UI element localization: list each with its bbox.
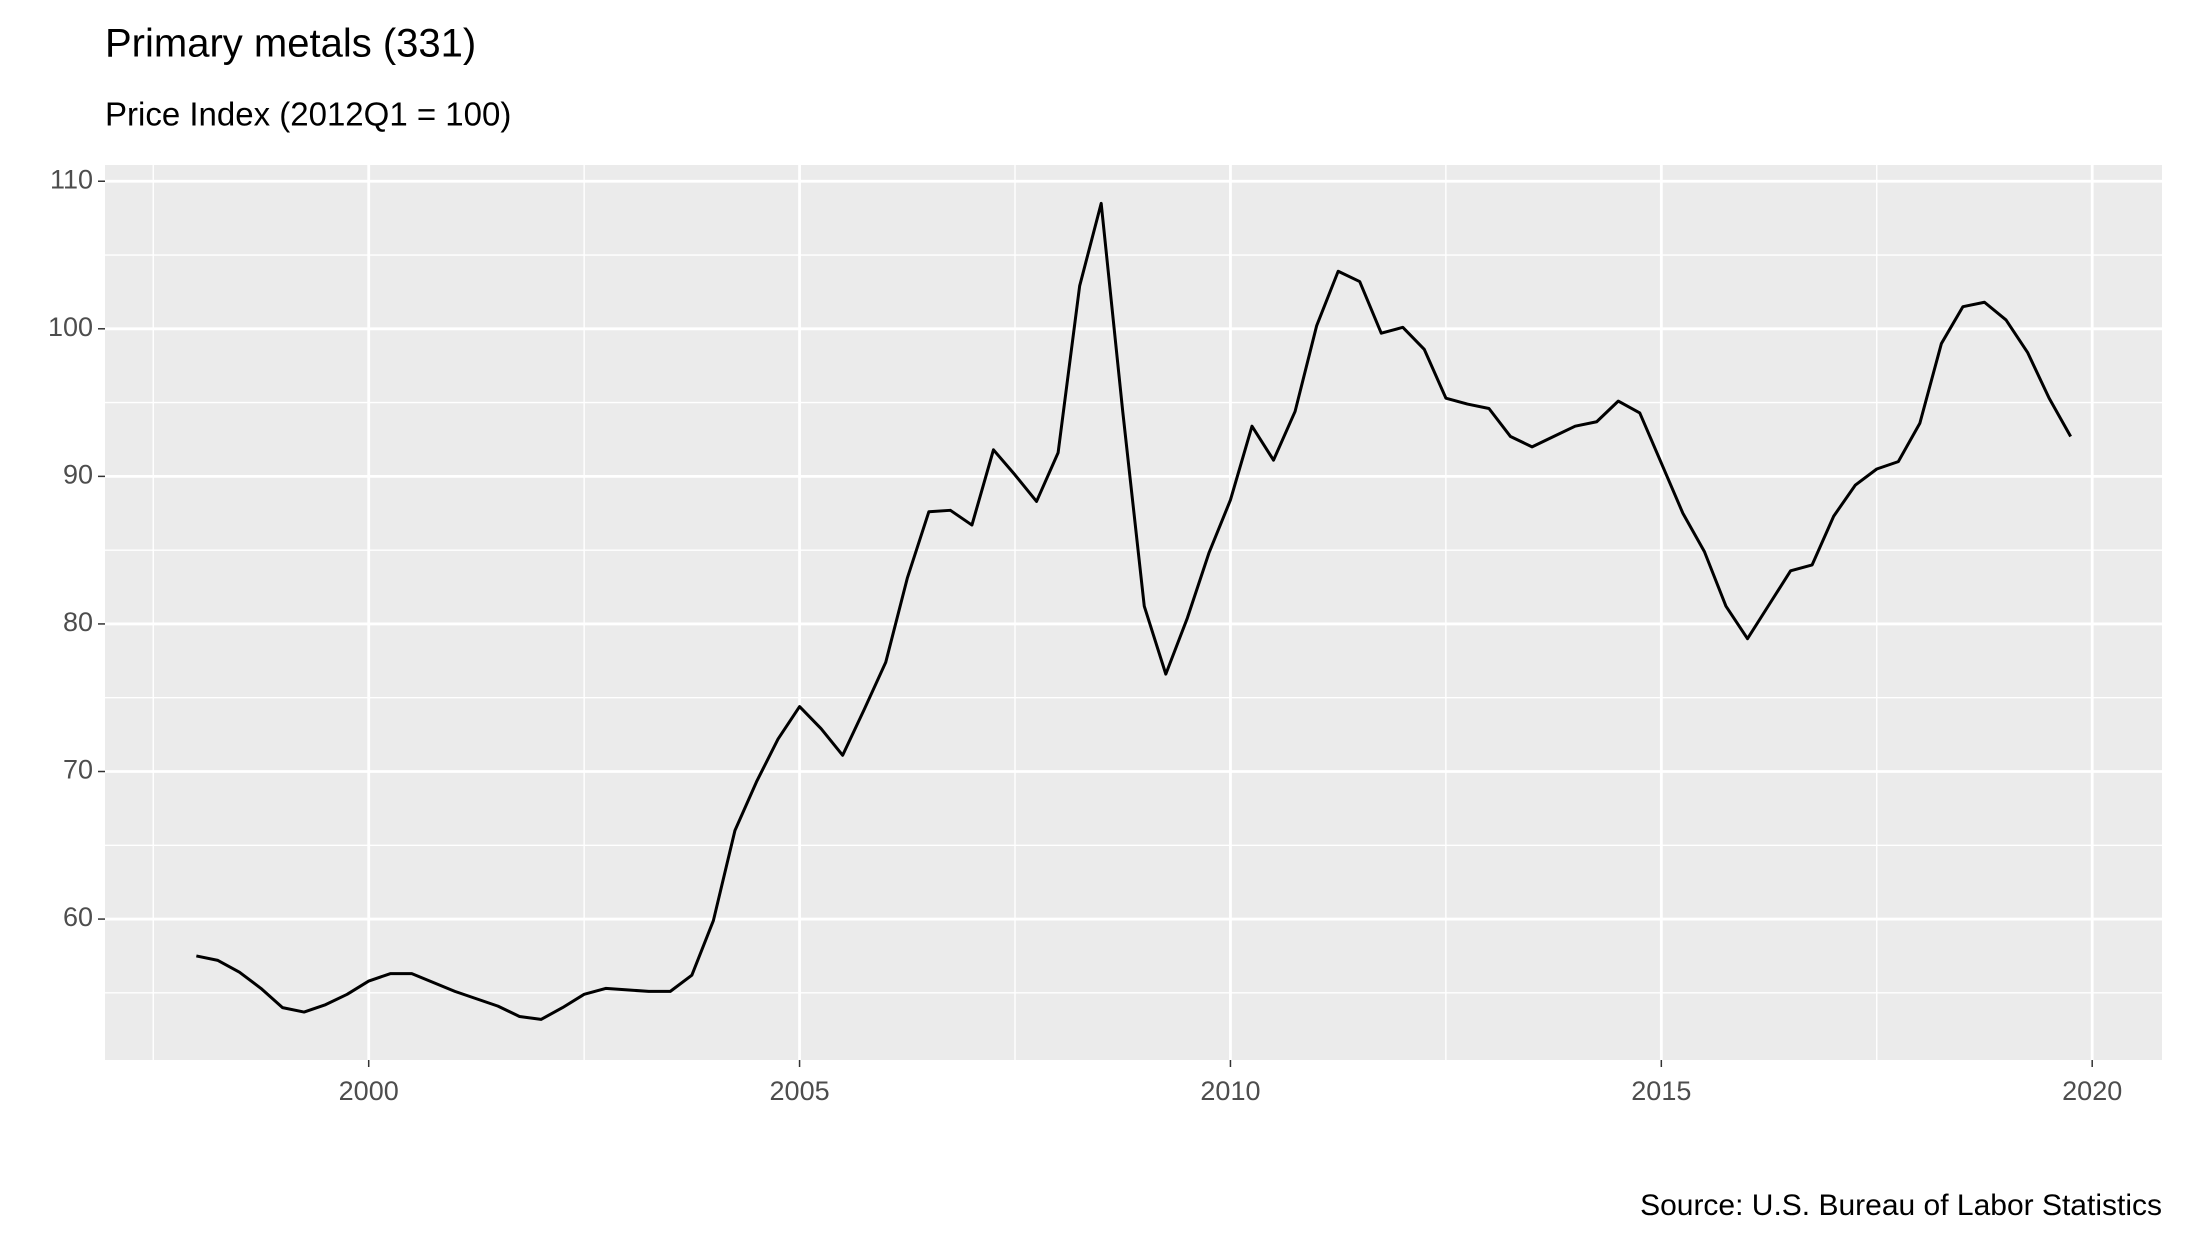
- data-line: [196, 201, 2072, 1021]
- y-tick-label: 60: [63, 902, 93, 932]
- chart-subtitle: Price Index (2012Q1 = 100): [105, 96, 511, 133]
- x-tick-label: 2020: [2062, 1076, 2122, 1106]
- x-tick-label: 2005: [770, 1076, 830, 1106]
- plot-panel: [105, 165, 2162, 1060]
- y-tick-label: 80: [63, 607, 93, 637]
- y-tick-label: 90: [63, 459, 93, 489]
- x-tick-label: 2010: [1200, 1076, 1260, 1106]
- y-tick-label: 110: [50, 164, 93, 194]
- x-tick-label: 2015: [1631, 1076, 1691, 1106]
- y-tick-label: 70: [63, 755, 93, 785]
- x-tick-label: 2000: [339, 1076, 399, 1106]
- y-tick-label: 100: [48, 312, 93, 342]
- chart-title: Primary metals (331): [105, 22, 476, 66]
- source-note: Source: U.S. Bureau of Labor Statistics: [1640, 1189, 2162, 1222]
